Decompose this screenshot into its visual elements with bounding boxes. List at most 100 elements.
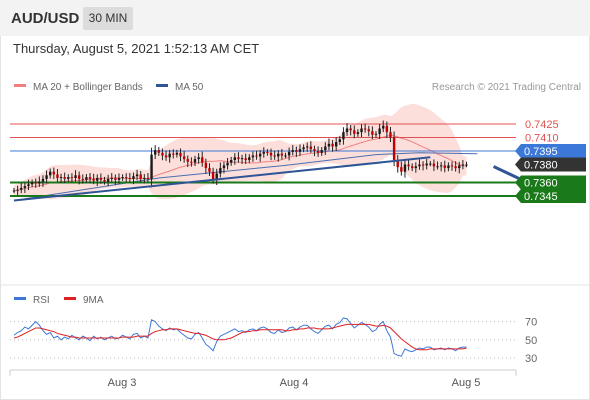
candle-body xyxy=(392,137,396,160)
candle-body xyxy=(277,153,280,157)
candle-body xyxy=(81,178,84,180)
candle-body xyxy=(331,143,334,147)
candle-body xyxy=(244,158,247,160)
candle-body xyxy=(280,153,284,156)
candle-body xyxy=(125,177,128,179)
candle-body xyxy=(70,177,74,179)
candle-body xyxy=(338,139,341,142)
candle-body xyxy=(88,177,92,179)
candle-body xyxy=(363,128,367,130)
chart-datetime: Thursday, August 5, 2021 1:52:13 AM CET xyxy=(13,41,260,56)
candle-body xyxy=(454,166,457,169)
candle-body xyxy=(425,163,428,166)
candle-body xyxy=(172,153,175,155)
candle-body xyxy=(411,166,414,169)
candle-body xyxy=(92,178,95,181)
level-tag-0.7345 xyxy=(515,189,586,203)
candle-body xyxy=(313,149,316,151)
legend-label: MA 50 xyxy=(175,82,204,93)
candle-body xyxy=(353,130,356,134)
candle-body xyxy=(396,160,399,168)
candle-body xyxy=(461,164,465,166)
legend-label: RSI xyxy=(33,295,50,306)
candle-body xyxy=(237,157,240,160)
candle-body xyxy=(103,179,106,182)
candle-body xyxy=(139,174,142,179)
candle-body xyxy=(12,190,16,192)
candle-body xyxy=(389,132,392,138)
candle-body xyxy=(334,142,338,147)
candle-body xyxy=(38,181,41,184)
candle-body xyxy=(367,129,370,132)
level-label-0.7380: 0.7380 xyxy=(524,160,558,172)
candle-body xyxy=(458,165,461,169)
candle-body xyxy=(74,175,77,178)
credit-text: Research © 2021 Trading Central xyxy=(432,82,581,93)
candle-body xyxy=(429,163,432,165)
candle-body xyxy=(128,178,132,179)
candle-body xyxy=(382,125,385,129)
candle-body xyxy=(262,151,265,154)
candle-body xyxy=(378,128,381,134)
candle-body xyxy=(30,182,34,185)
candle-body xyxy=(77,175,81,179)
candle-body xyxy=(190,161,193,163)
candle-body xyxy=(248,157,251,160)
candle-body xyxy=(284,155,287,157)
candle-body xyxy=(41,178,45,182)
candle-body xyxy=(59,177,63,179)
header-bar: AUD/USD 30 MIN xyxy=(0,0,590,36)
candle-body xyxy=(342,132,345,140)
candle-body xyxy=(443,165,446,169)
candle-body xyxy=(345,128,349,133)
level-label-0.7395: 0.7395 xyxy=(524,146,558,158)
level-label-0.7345: 0.7345 xyxy=(524,191,558,203)
level-tag-0.7360 xyxy=(515,175,586,190)
candle-body xyxy=(215,173,218,180)
candle-body xyxy=(269,152,273,156)
candle-body xyxy=(45,175,48,179)
candle-body xyxy=(356,132,360,134)
candle-body xyxy=(418,164,421,167)
candle-body xyxy=(193,159,197,163)
candle-body xyxy=(114,178,117,180)
rsi-series-9ma xyxy=(13,323,467,351)
candle-body xyxy=(153,150,157,155)
candle-body xyxy=(110,178,113,179)
candle-body xyxy=(146,178,150,179)
candle-body xyxy=(52,171,56,175)
legend-swatch-ma50 xyxy=(156,84,168,87)
candle-body xyxy=(327,143,331,147)
candle-body xyxy=(211,171,215,180)
timeframe-badge[interactable]: 30 MIN xyxy=(83,7,133,30)
candle-body xyxy=(291,150,294,152)
candle-body xyxy=(316,151,320,153)
candle-body xyxy=(56,174,59,178)
candle-body xyxy=(403,164,407,172)
candle-body xyxy=(287,151,291,156)
candle-body xyxy=(436,166,439,168)
candle-body xyxy=(302,147,305,150)
candle-body xyxy=(96,178,99,181)
symbol-title: AUD/USD xyxy=(11,10,80,27)
legend-swatch-ma20 xyxy=(14,84,26,87)
candle-body xyxy=(432,163,436,167)
candle-body xyxy=(67,177,70,179)
candle-body xyxy=(421,164,425,166)
candle-body xyxy=(143,178,146,179)
candle-body xyxy=(240,158,244,160)
candle-body xyxy=(182,156,186,160)
candle-body xyxy=(226,162,229,166)
candle-body xyxy=(16,189,19,191)
legend-swatch-rsi xyxy=(14,297,26,300)
candle-body xyxy=(450,165,454,167)
candle-body xyxy=(309,146,313,150)
candle-body xyxy=(179,152,182,157)
candle-body xyxy=(161,152,164,156)
level-tag-0.7380 xyxy=(515,157,586,172)
candle-body xyxy=(385,125,389,133)
candle-body xyxy=(273,155,276,157)
candle-body xyxy=(295,150,298,152)
rsi-series-rsi xyxy=(13,317,467,357)
